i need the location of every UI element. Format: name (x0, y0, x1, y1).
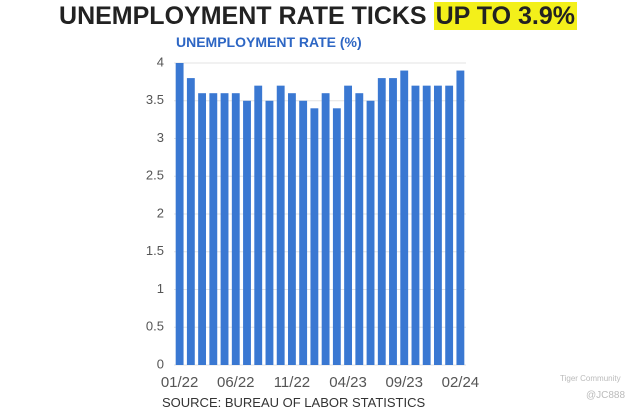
bar (287, 93, 296, 365)
y-tick-label: 3 (157, 130, 164, 145)
bar (456, 70, 465, 366)
bar (209, 93, 218, 365)
bar (355, 93, 364, 365)
bar (198, 93, 207, 365)
bar (433, 85, 442, 366)
y-tick-label: 2.5 (146, 168, 164, 183)
bar (411, 85, 420, 366)
x-tick-label: 02/24 (442, 374, 480, 390)
chart: 0 0.5 1 1.5 2 2.5 3 3.5 4 01/22 06/22 11/22 04/23 09/… (146, 54, 480, 390)
watermark: @JC888 (586, 390, 626, 401)
bar (254, 85, 263, 366)
y-tick-label: 1.5 (146, 243, 164, 258)
bar (243, 100, 251, 365)
bar (321, 93, 330, 365)
bar (366, 100, 375, 365)
bar (220, 93, 229, 365)
x-tick-label: 06/22 (217, 374, 255, 390)
chart-title: UNEMPLOYMENT RATE TICKS (59, 2, 427, 30)
subtitle: UNEMPLOYMENT RATE (%) (176, 34, 362, 50)
watermark: Tiger Community (560, 374, 621, 383)
x-tick-label: 09/23 (385, 374, 423, 390)
bar (175, 63, 184, 365)
bar (276, 85, 285, 366)
y-tick-label: 0 (157, 356, 164, 371)
y-tick-label: 2 (157, 205, 164, 220)
bar (265, 100, 274, 365)
y-tick-label: 1 (157, 281, 164, 296)
bar (389, 78, 397, 365)
bar (422, 85, 431, 366)
title-highlight: UP TO 3.9% (433, 2, 577, 30)
y-tick-label: 4 (157, 54, 164, 69)
bar (231, 93, 240, 365)
title-block: UNEMPLOYMENT RATE TICKS UP TO 3.9% (0, 2, 636, 31)
bar (445, 85, 454, 366)
y-tick-label: 3.5 (146, 92, 164, 107)
bar (299, 100, 308, 365)
bar (344, 85, 353, 366)
bar (400, 70, 409, 366)
bar (332, 108, 341, 366)
source: SOURCE: BUREAU OF LABOR STATISTICS (162, 395, 426, 410)
x-tick-label: 11/22 (274, 374, 310, 390)
x-tick-label: 04/23 (329, 374, 367, 390)
bar (310, 108, 319, 366)
x-tick-label: 01/22 (161, 374, 199, 390)
y-tick-label: 0.5 (146, 319, 164, 334)
bar (186, 78, 195, 365)
bar (377, 78, 386, 365)
